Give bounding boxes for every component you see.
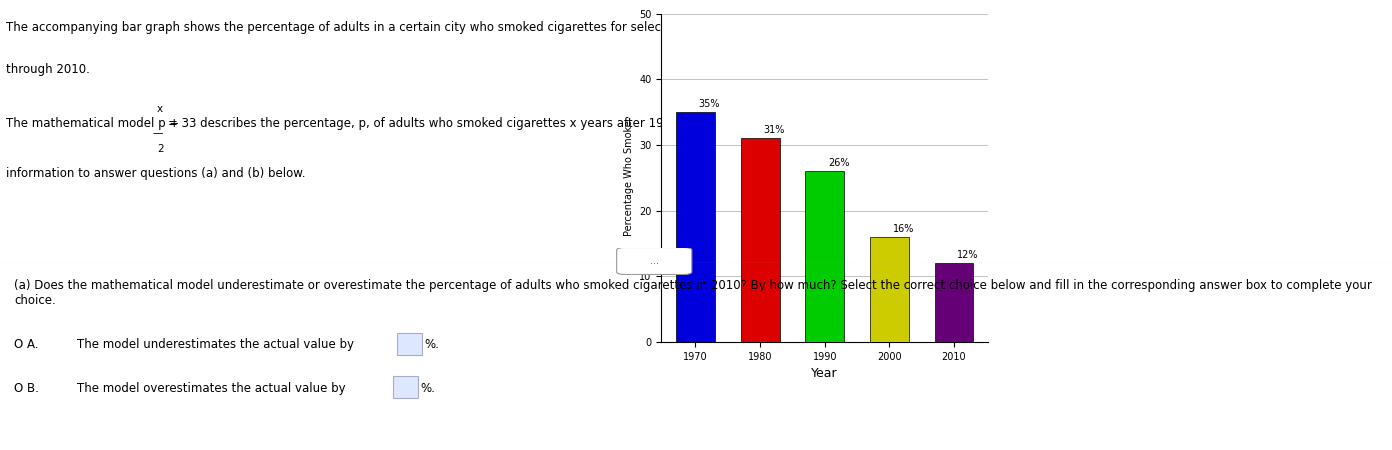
Bar	[741, 138, 780, 342]
Text: 26%: 26%	[828, 158, 849, 168]
Text: through 2010.: through 2010.	[7, 63, 90, 76]
Text: information to answer questions (a) and (b) below.: information to answer questions (a) and …	[7, 167, 306, 180]
Text: 2: 2	[157, 144, 163, 153]
Bar	[934, 263, 973, 342]
FancyBboxPatch shape	[393, 376, 418, 398]
Text: ...: ...	[650, 256, 658, 266]
Text: 35%: 35%	[699, 99, 720, 109]
Text: 16%: 16%	[892, 224, 915, 234]
Bar	[870, 237, 909, 342]
Text: 12%: 12%	[958, 250, 979, 260]
Text: 31%: 31%	[763, 125, 785, 135]
Y-axis label: Percentage Who Smoke: Percentage Who Smoke	[624, 120, 633, 236]
Text: O A.: O A.	[14, 338, 39, 351]
Text: (a) Does the mathematical model underestimate or overestimate the percentage of : (a) Does the mathematical model underest…	[14, 279, 1371, 307]
FancyBboxPatch shape	[617, 248, 692, 274]
Text: x: x	[157, 104, 163, 114]
Text: = 33 describes the percentage, p, of adults who smoked cigarettes x years after : = 33 describes the percentage, p, of adu…	[168, 117, 734, 130]
Text: O B.: O B.	[14, 382, 39, 395]
Text: The mathematical model p +: The mathematical model p +	[7, 117, 184, 130]
Text: The accompanying bar graph shows the percentage of adults in a certain city who : The accompanying bar graph shows the per…	[7, 21, 782, 34]
Text: The model overestimates the actual value by: The model overestimates the actual value…	[77, 382, 345, 395]
FancyBboxPatch shape	[397, 333, 422, 355]
X-axis label: Year: Year	[812, 367, 838, 380]
Text: The model underestimates the actual value by: The model underestimates the actual valu…	[77, 338, 354, 351]
Bar	[806, 171, 844, 342]
Text: %.: %.	[420, 382, 436, 395]
Text: %.: %.	[425, 338, 440, 351]
Text: —: —	[152, 128, 163, 138]
Bar	[677, 112, 715, 342]
